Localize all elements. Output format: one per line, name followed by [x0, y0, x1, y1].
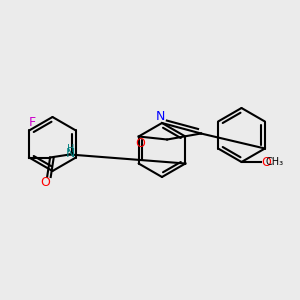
Text: CH₃: CH₃ [266, 157, 284, 167]
Text: H: H [68, 144, 75, 154]
Text: N: N [156, 110, 165, 123]
Text: O: O [41, 176, 51, 189]
Text: O: O [262, 155, 271, 169]
Text: O: O [135, 136, 145, 150]
Text: F: F [28, 116, 36, 130]
Text: N: N [65, 147, 75, 160]
